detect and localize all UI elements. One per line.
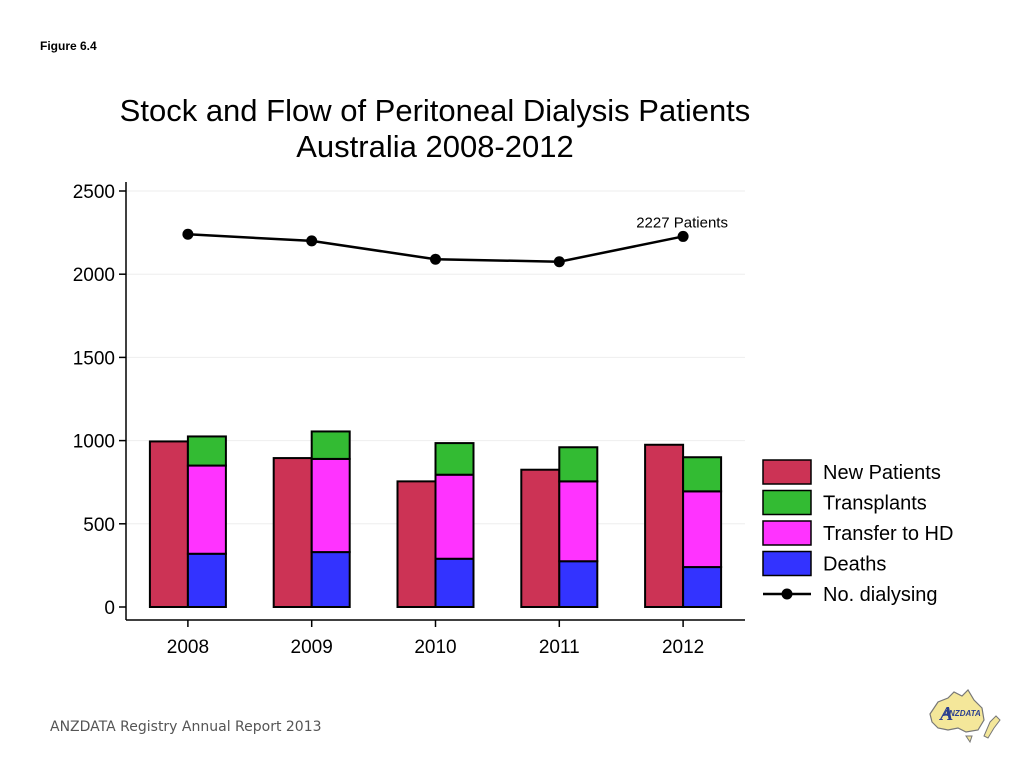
bar-transfer-to-hd — [558, 480, 599, 563]
y-tick-label: 1500 — [73, 348, 115, 369]
footer-source: ANZDATA Registry Annual Report 2013 — [50, 719, 322, 735]
dialysing-point — [677, 230, 689, 242]
bar-deaths — [434, 557, 475, 609]
bar-deaths — [186, 552, 227, 609]
y-tick-label: 2500 — [73, 182, 115, 203]
bar-transfer-to-hd — [434, 473, 475, 560]
dialysing-point — [306, 235, 318, 247]
bar-deaths — [310, 551, 351, 609]
legend-point-swatch — [781, 588, 793, 600]
bar-transplants — [310, 430, 351, 460]
dialysing-point — [430, 253, 441, 265]
legend-label: Transplants — [823, 493, 927, 515]
bar-transfer-to-hd — [186, 464, 227, 555]
bar-deaths — [682, 566, 723, 609]
chart-title-line2: Australia 2008-2012 — [296, 129, 573, 164]
legend-label: New Patients — [823, 462, 941, 484]
anzdata-australia-map-logo: A ANZDATA — [929, 689, 1001, 744]
figure-label: Figure 6.4 — [40, 39, 97, 53]
bar-new-patients — [520, 468, 561, 608]
bar-transfer-to-hd — [682, 490, 723, 569]
bar-new-patients — [396, 480, 437, 609]
legend: New Patients Transplants Transfer to HD Dea… — [762, 459, 953, 606]
y-tick-label: 500 — [83, 515, 115, 536]
x-tick-label: 2012 — [662, 637, 704, 658]
dialysing-point — [553, 256, 565, 268]
bar-new-patients — [272, 457, 313, 608]
legend-label: Transfer to HD — [823, 523, 953, 545]
logo-text: ANZDATA — [942, 709, 981, 718]
bar-transplants — [558, 446, 599, 483]
x-tick-label: 2009 — [291, 637, 333, 658]
x-tick-label: 2010 — [414, 637, 456, 658]
y-tick-label: 0 — [104, 598, 115, 619]
x-tick-label: 2008 — [167, 637, 209, 658]
legend-swatch — [762, 550, 812, 577]
bar-new-patients — [644, 443, 685, 609]
bar-transplants — [434, 442, 475, 476]
bars — [148, 430, 723, 609]
axes: 0 500 1000 1500 2000 2500 2008 2009 2010 2011 2012 — [73, 182, 745, 658]
legend-label: Deaths — [823, 554, 886, 576]
bar-new-patients — [148, 440, 189, 608]
legend-swatch — [762, 459, 812, 485]
patients-annotation: 2227 Patients — [636, 214, 728, 231]
bar-transplants — [682, 456, 723, 493]
dialysing-line — [182, 228, 689, 268]
y-tick-label: 1000 — [73, 432, 115, 453]
bar-transfer-to-hd — [310, 457, 351, 554]
dialysing-point — [182, 228, 194, 240]
legend-swatch — [762, 489, 812, 516]
anzdata-logo: A ANZDATA — [924, 686, 1004, 755]
bar-transplants — [186, 435, 227, 467]
legend-swatch — [762, 520, 812, 546]
y-tick-label: 2000 — [73, 265, 115, 286]
chart-title-line1: Stock and Flow of Peritoneal Dialysis Pa… — [120, 93, 751, 128]
x-tick-label: 2011 — [539, 637, 580, 658]
legend-label: No. dialysing — [823, 584, 938, 606]
bar-deaths — [558, 560, 599, 608]
svg-text:A: A — [938, 703, 953, 725]
